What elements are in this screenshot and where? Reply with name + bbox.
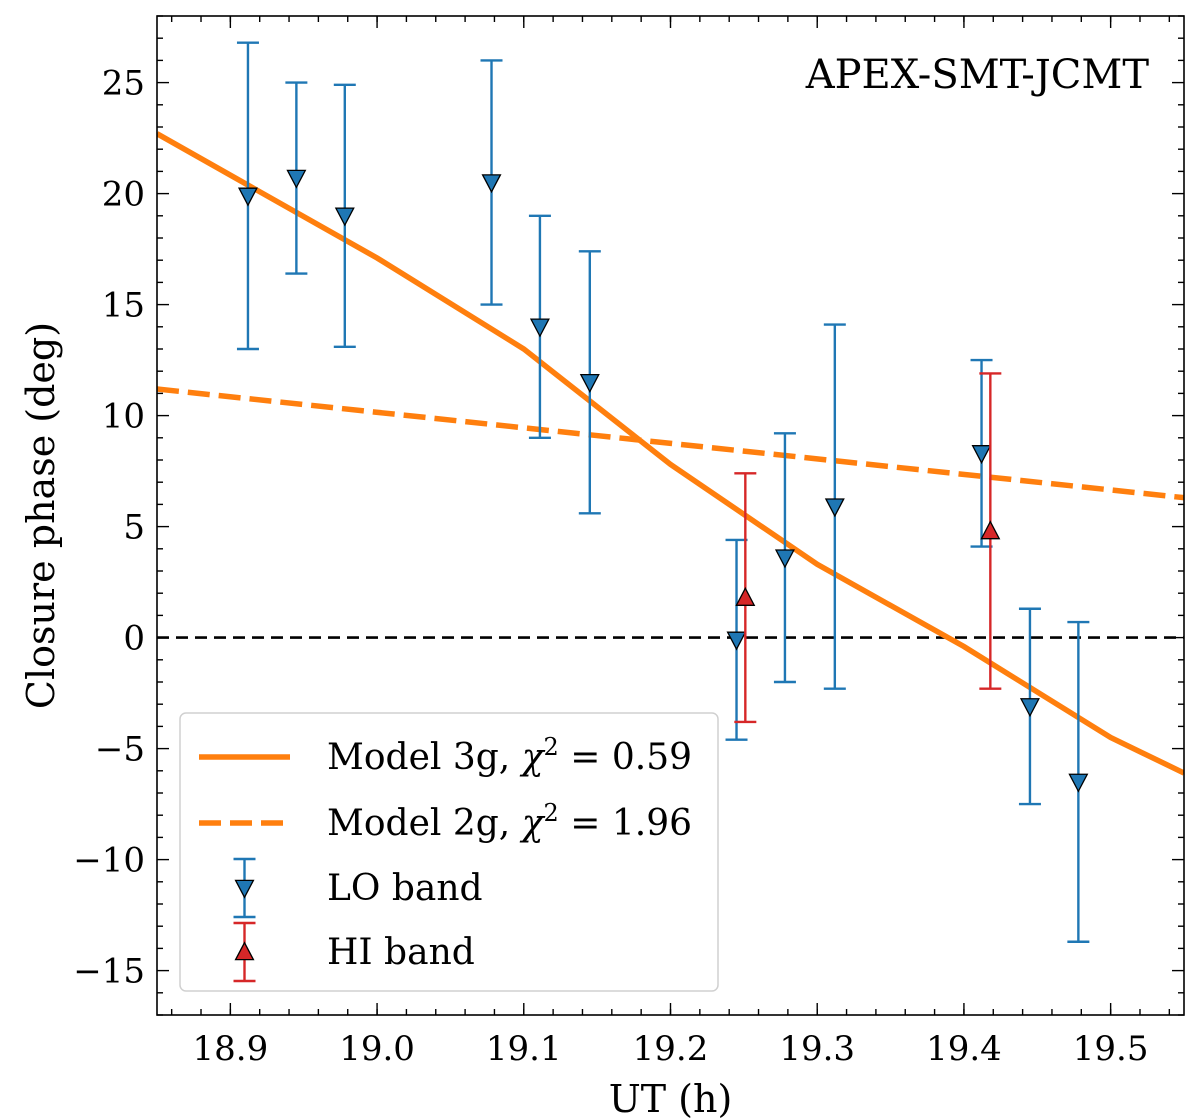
- data-points: [236, 41, 1090, 943]
- y-tick-label: 20: [102, 175, 145, 215]
- model-3g-line: [157, 131, 1184, 776]
- lo-band-point: [726, 631, 747, 651]
- lo-band-point: [286, 169, 307, 189]
- legend-box: [179, 712, 719, 992]
- y-tick-label: 10: [102, 397, 145, 437]
- legend-marker: [234, 941, 255, 961]
- legend-model-label: Model 3g, χ2 = 0.59: [327, 733, 692, 778]
- lo-band-point: [334, 207, 355, 227]
- legend-band-label: LO band: [327, 868, 483, 909]
- legend-model-label: Model 2g, χ2 = 1.96: [327, 799, 692, 844]
- y-tick-label: −5: [95, 730, 145, 770]
- legend-band-label: HI band: [327, 932, 475, 973]
- hi-band-point: [735, 586, 756, 606]
- x-tick-label: 19.0: [339, 1029, 415, 1069]
- lo-band-point: [481, 174, 502, 194]
- lo-band-point: [971, 445, 992, 465]
- x-tick-label: 19.3: [779, 1029, 855, 1069]
- axis-ticks: 18.9 19.0 19.1 19.2 19.3 19.4 19.5 −15 −10 −5 0 5 10…: [73, 15, 1184, 1069]
- model-lines: [157, 131, 1184, 776]
- lo-band-point: [824, 498, 845, 518]
- x-tick-label: 19.1: [486, 1029, 562, 1069]
- legend: Model 3g, χ2 = 0.59 Model 2g, χ2 = 1.96 LO…: [179, 712, 719, 992]
- y-tick-label: 0: [123, 619, 145, 659]
- lo-band-point: [529, 318, 550, 338]
- chart-title: APEX-SMT-JCMT: [805, 52, 1150, 98]
- lo-band-point: [1068, 773, 1089, 793]
- lo-band-point: [579, 373, 600, 394]
- y-tick-label: −10: [73, 841, 145, 881]
- x-tick-label: 19.2: [633, 1029, 709, 1069]
- lo-band-point: [774, 549, 795, 569]
- lo-band-point: [1019, 698, 1040, 718]
- x-tick-label: 19.5: [1073, 1029, 1149, 1069]
- lo-band-point: [237, 187, 258, 207]
- model-2g-line: [157, 386, 1184, 501]
- plot-frame: [156, 15, 1185, 1016]
- y-tick-label: 25: [102, 64, 145, 104]
- hi-band-point: [980, 520, 1001, 540]
- x-tick-label: 18.9: [193, 1029, 269, 1069]
- x-tick-label: 19.4: [926, 1029, 1002, 1069]
- y-tick-label: −15: [73, 952, 145, 992]
- x-axis-label: UT (h): [609, 1077, 733, 1120]
- y-tick-label: 5: [123, 508, 145, 548]
- y-axis-label: Closure phase (deg): [19, 322, 63, 709]
- legend-marker: [234, 879, 255, 899]
- y-tick-label: 15: [102, 286, 145, 326]
